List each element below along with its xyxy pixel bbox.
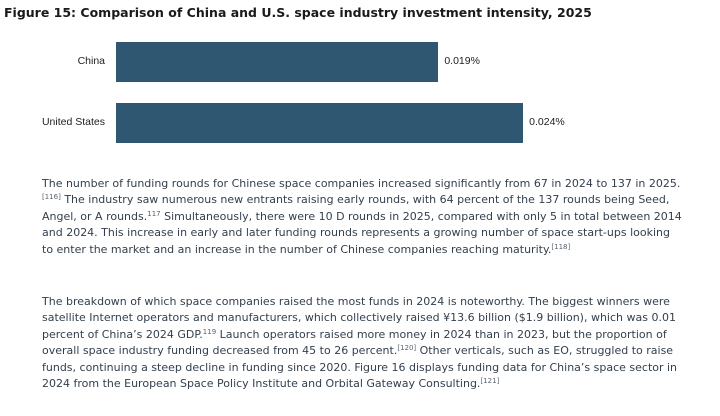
footnote-marker: 117 — [147, 209, 161, 218]
paragraph-1: The number of funding rounds for Chinese… — [42, 176, 682, 258]
paragraph-text: Simultaneously, there were 10 D rounds i… — [42, 209, 682, 256]
paragraph-text: The industry saw numerous new entrants r… — [42, 193, 670, 223]
category-label: United States — [41, 116, 105, 128]
bar — [116, 42, 439, 82]
category-label: China — [77, 55, 105, 67]
bar — [116, 103, 524, 143]
data-label: 0.024% — [529, 116, 565, 128]
paragraph-text: Launch operators raised more money in 20… — [42, 327, 667, 358]
footnote-marker: [118] — [551, 242, 571, 251]
paragraph-text: Other verticals, such as EO, struggled t… — [42, 344, 678, 391]
footnote-marker: [120] — [397, 344, 417, 353]
paragraph-text: The number of funding rounds for Chinese… — [42, 177, 681, 190]
bar-chart: China 0.019% United States 0.024% — [0, 30, 720, 155]
paragraph-text: The breakdown of which space companies r… — [42, 295, 676, 341]
footnote-marker: 119 — [202, 327, 217, 336]
figure-title: Figure 15: Comparison of China and U.S. … — [4, 5, 592, 20]
paragraph-2: The breakdown of which space companies r… — [42, 294, 682, 392]
footnote-marker: [121] — [480, 377, 500, 386]
data-label: 0.019% — [444, 55, 480, 67]
footnote-marker: [116] — [42, 193, 61, 202]
